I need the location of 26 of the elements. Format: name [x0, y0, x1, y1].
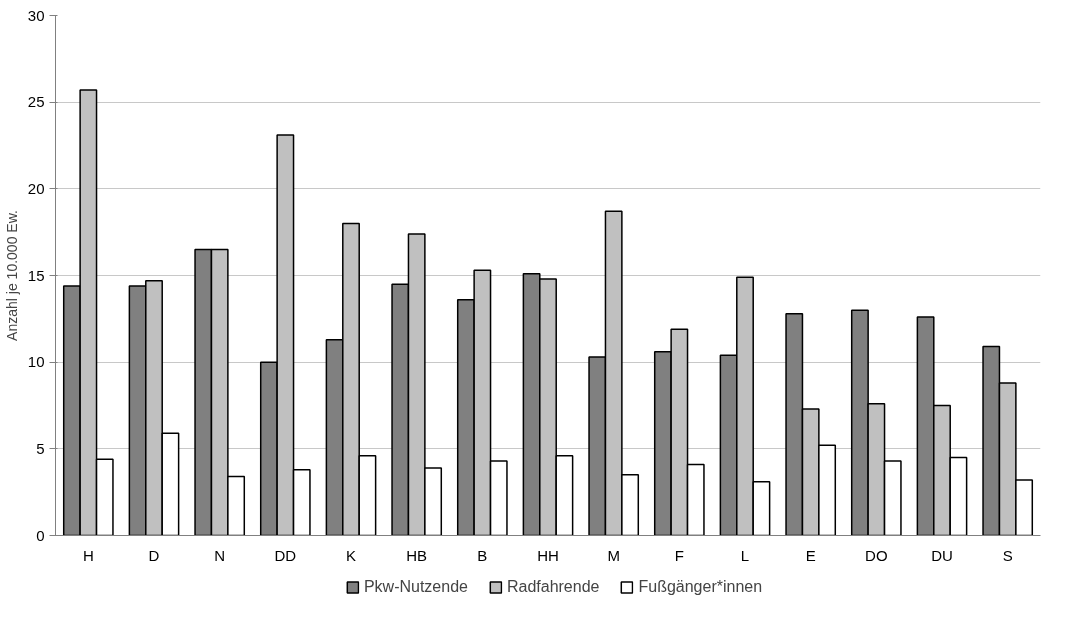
- y-axis-title: Anzahl je 10.000 Ew.: [3, 210, 20, 341]
- x-tick-label: HH: [537, 546, 559, 564]
- y-tick-label: 30: [27, 6, 45, 24]
- x-tick-label: DD: [274, 546, 297, 564]
- x-tick-label: E: [805, 546, 816, 564]
- legend-label: Pkw-Nutzende: [363, 578, 468, 596]
- x-tick-label: N: [214, 546, 226, 564]
- y-tick-label: 15: [27, 266, 45, 284]
- x-tick-label: HB: [406, 546, 428, 564]
- y-tick-label: 5: [36, 439, 45, 457]
- x-tick-label: H: [82, 546, 94, 564]
- x-tick-label: B: [477, 546, 488, 564]
- x-tick-label: F: [674, 546, 684, 564]
- x-tick-label: M: [607, 546, 620, 564]
- legend-label: Fußgänger*innen: [638, 578, 763, 596]
- y-tick-label: 25: [27, 93, 45, 111]
- x-tick-label: L: [740, 546, 750, 564]
- x-tick-label: DU: [931, 546, 953, 564]
- y-tick-label: 20: [27, 179, 45, 197]
- y-tick-label: 10: [27, 353, 45, 371]
- x-tick-label: S: [1002, 546, 1013, 564]
- x-tick-label: K: [346, 546, 357, 564]
- x-tick-label: DO: [865, 546, 888, 564]
- x-tick-label: D: [148, 546, 160, 564]
- y-tick-label: 0: [36, 526, 45, 544]
- legend-label: Radfahrende: [506, 578, 600, 596]
